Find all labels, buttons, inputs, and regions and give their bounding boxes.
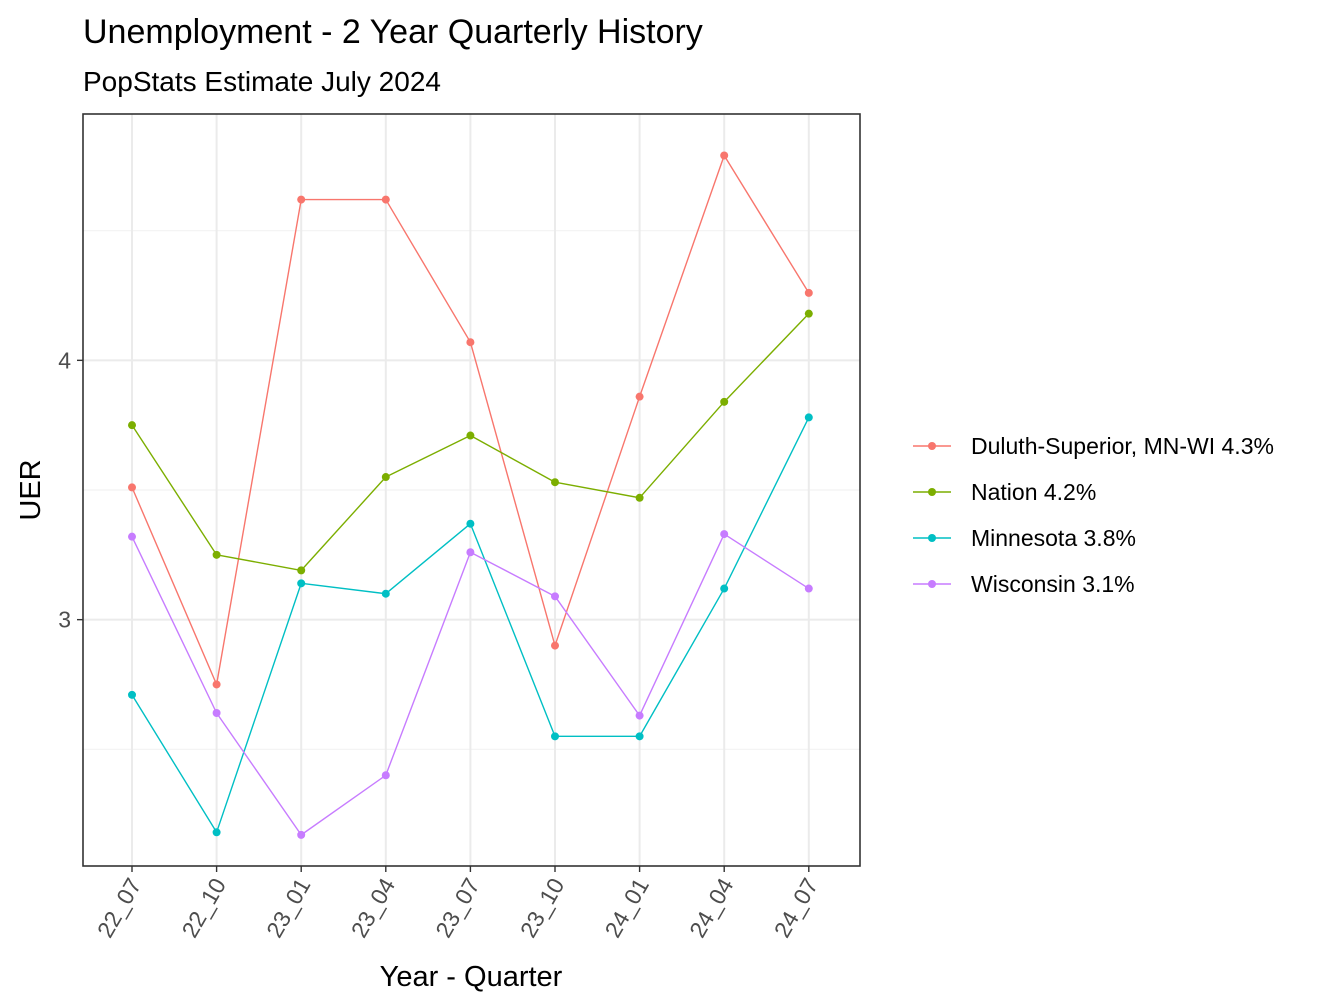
data-point-1-6 xyxy=(635,493,644,502)
data-point-1-0 xyxy=(128,421,136,430)
chart-title: Unemployment - 2 Year Quarterly History xyxy=(83,13,703,51)
legend: Duluth-Superior, MN-WI 4.3% Nation 4.2% Mi… xyxy=(913,433,1274,597)
data-point-0-3 xyxy=(381,195,390,204)
x-tick-label-7: 24_04 xyxy=(684,873,739,942)
data-point-3-0 xyxy=(128,532,136,541)
plot-border xyxy=(82,113,861,867)
x-tick-label-6: 24_01 xyxy=(599,874,654,942)
x-axis-title: Year - Quarter xyxy=(380,961,563,993)
data-point-3-5 xyxy=(551,592,559,601)
data-point-2-7 xyxy=(720,584,729,593)
data-point-1-1 xyxy=(212,550,221,559)
data-point-2-6 xyxy=(635,732,644,741)
data-point-2-0 xyxy=(128,690,136,699)
data-point-2-2 xyxy=(297,579,306,588)
data-point-1-7 xyxy=(720,397,729,406)
x-tick-label-8: 24_07 xyxy=(769,874,824,942)
legend-label-0: Duluth-Superior, MN-WI 4.3% xyxy=(971,433,1274,459)
chart-subtitle: PopStats Estimate July 2024 xyxy=(83,66,441,97)
legend-key-point-0 xyxy=(928,442,936,450)
legend-label-2: Minnesota 3.8% xyxy=(971,525,1136,551)
y-tick-label-0: 3 xyxy=(58,607,71,633)
data-point-2-4 xyxy=(466,519,475,528)
data-point-0-8 xyxy=(804,288,813,297)
data-point-0-4 xyxy=(466,338,475,347)
x-tick-label-4: 23_07 xyxy=(430,874,485,942)
data-point-0-0 xyxy=(128,483,136,492)
legend-key-point-1 xyxy=(928,488,936,496)
data-point-2-3 xyxy=(381,589,390,598)
data-point-0-2 xyxy=(297,195,306,204)
data-point-3-8 xyxy=(804,584,813,593)
data-point-3-1 xyxy=(212,709,221,718)
data-point-1-8 xyxy=(804,309,813,318)
x-tick-label-3: 23_04 xyxy=(346,873,401,942)
data-point-0-7 xyxy=(720,151,729,160)
data-point-3-4 xyxy=(466,548,475,557)
legend-key-point-2 xyxy=(928,534,936,542)
y-tick-label-1: 4 xyxy=(58,347,71,373)
legend-label-1: Nation 4.2% xyxy=(971,479,1096,505)
data-point-0-1 xyxy=(212,680,221,689)
legend-label-3: Wisconsin 3.1% xyxy=(971,571,1135,597)
data-point-1-4 xyxy=(466,431,475,440)
data-point-1-5 xyxy=(551,478,559,487)
y-axis-title: UER xyxy=(15,459,47,520)
data-point-1-2 xyxy=(297,566,306,575)
x-tick-label-5: 23_10 xyxy=(515,874,570,942)
data-point-0-6 xyxy=(635,392,644,401)
data-point-1-3 xyxy=(381,473,390,482)
plot-area xyxy=(83,114,860,866)
x-tick-label-0: 22_07 xyxy=(92,874,147,942)
legend-key-point-3 xyxy=(928,580,936,588)
data-point-0-5 xyxy=(551,641,559,650)
data-point-2-5 xyxy=(551,732,559,741)
data-point-2-1 xyxy=(212,828,221,837)
data-point-2-8 xyxy=(804,413,813,422)
data-point-3-6 xyxy=(635,711,644,720)
x-tick-label-2: 23_01 xyxy=(261,874,316,942)
data-point-3-7 xyxy=(720,530,729,539)
data-point-3-3 xyxy=(381,771,390,780)
x-tick-label-1: 22_10 xyxy=(176,874,231,942)
data-point-3-2 xyxy=(297,830,306,839)
